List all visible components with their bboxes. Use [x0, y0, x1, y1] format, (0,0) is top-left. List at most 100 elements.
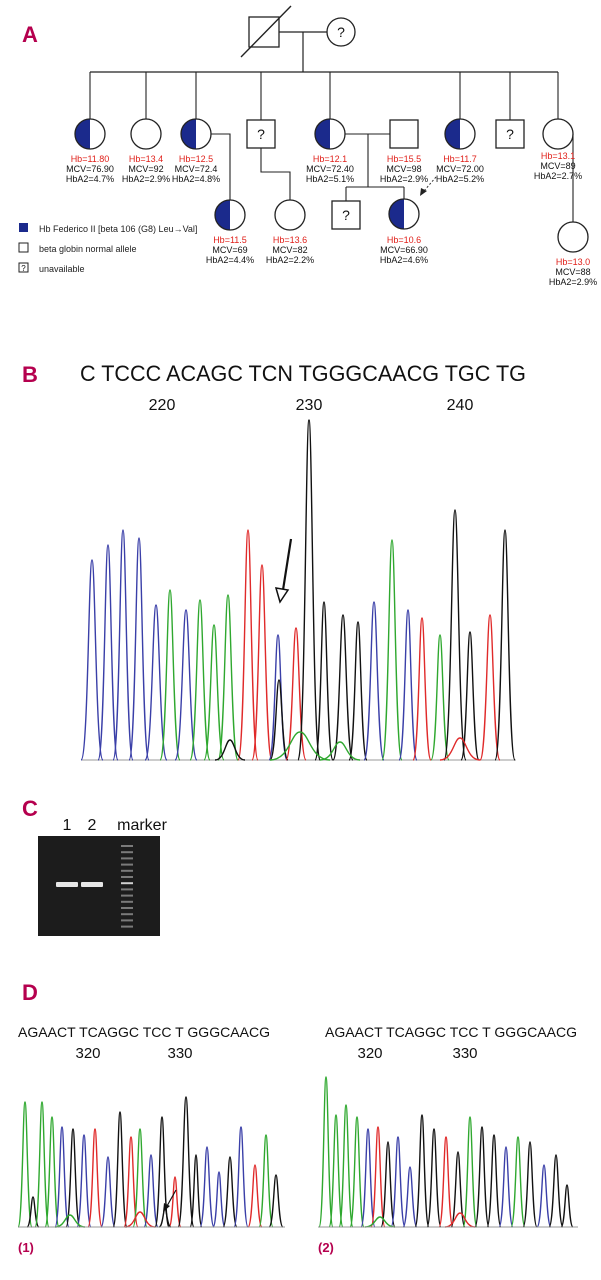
gel-band-lane-2 — [81, 882, 103, 887]
trace-peak — [412, 617, 432, 761]
trace-peak — [450, 1151, 466, 1228]
proband-arrow — [420, 176, 437, 196]
position-220: 220 — [149, 397, 176, 414]
trace-peak — [177, 1096, 195, 1228]
ladder-band — [121, 876, 133, 878]
d1-arrow — [163, 1189, 177, 1212]
mutation-arrow — [274, 538, 293, 604]
trace-peak — [536, 1164, 552, 1228]
trace-peak — [560, 1184, 574, 1228]
hematology-labels: Hb=11.80MCV=76.90HbA2=4.7%Hb=13.4MCV=92H… — [66, 151, 597, 287]
ladder-band — [121, 851, 133, 854]
trace-peak — [168, 1176, 182, 1228]
trace-peak — [143, 1154, 159, 1228]
ladder-band — [121, 882, 133, 885]
trace-peak — [124, 1211, 156, 1228]
individual-hba2-label: HbA2=4.4% — [206, 255, 254, 265]
ladder-band — [121, 863, 133, 866]
trace-peak — [128, 537, 150, 761]
trace-peak — [237, 529, 259, 761]
trace-peak — [189, 1154, 203, 1228]
trace-peak — [414, 1114, 430, 1228]
ladder-band — [121, 894, 133, 897]
unknown-symbol: ? — [257, 126, 265, 142]
individual-hb-label: Hb=10.6 — [387, 235, 421, 245]
individual-mcv-label: MCV=72.40 — [306, 164, 354, 174]
trace-peak — [332, 614, 354, 761]
trace-peak — [510, 1136, 526, 1228]
trace-peak — [548, 1154, 564, 1228]
founder-father — [248, 16, 280, 48]
trace-peak — [479, 614, 501, 761]
sequence-b: C TCCC ACAGC TCN TGGGCAACG TGC TG — [80, 361, 526, 386]
legend-open-swatch — [18, 242, 29, 253]
sequence-d1: AGAACT TCAGGC TCC T GGGCAACG — [18, 1024, 270, 1040]
individual-iii-1 — [214, 199, 246, 231]
trace-peak — [390, 1136, 406, 1228]
trace-peak — [438, 1136, 454, 1228]
lane-marker-label: marker — [117, 817, 167, 834]
trace-peak — [174, 609, 198, 761]
trace-d2-peaks — [318, 1076, 574, 1228]
panel-a-letter: A — [22, 22, 38, 47]
individual-hba2-label: HbA2=2.9% — [122, 174, 170, 184]
panel-b-letter: B — [22, 362, 38, 387]
trace-peak — [360, 1128, 376, 1228]
trace-peak — [443, 509, 467, 761]
individual-ii-spouse — [389, 119, 419, 149]
trace-peak — [247, 1164, 263, 1228]
trace-peak — [462, 1116, 478, 1228]
trace-peak — [44, 1116, 60, 1228]
individual-mcv-label: MCV=82 — [272, 245, 307, 255]
panel-d-letter: D — [22, 980, 38, 1005]
trace-peak — [76, 1134, 92, 1228]
trace-peak — [297, 419, 321, 761]
position-230: 230 — [296, 397, 323, 414]
legend-unknown-swatch — [18, 262, 29, 273]
trace-peak — [159, 589, 181, 761]
individual-hba2-label: HbA2=2.9% — [380, 174, 428, 184]
ladder-band — [121, 857, 133, 860]
deceased-slash — [240, 5, 292, 58]
trace-peak — [233, 1126, 249, 1228]
individual-hb-label: Hb=11.5 — [213, 235, 247, 245]
trace-peak — [338, 1104, 354, 1228]
position-d2-330: 330 — [452, 1045, 477, 1062]
individual-mcv-label: MCV=88 — [555, 267, 590, 277]
individual-hba2-label: HbA2=2.9% — [549, 277, 597, 287]
trace-peak — [87, 1128, 103, 1228]
trace-peak — [222, 1156, 238, 1228]
trace-peak — [494, 529, 516, 761]
founder-mother-symbol: ? — [337, 24, 345, 40]
pedigree-chart: ? ? — [18, 5, 597, 287]
individual-hba2-label: HbA2=2.2% — [266, 255, 314, 265]
trace-peak — [328, 1114, 344, 1228]
position-240: 240 — [447, 397, 474, 414]
sequence-d2: AGAACT TCAGGC TCC T GGGCAACG — [325, 1024, 577, 1040]
trace-peak — [402, 1166, 418, 1228]
panel-d-electropherograms: AGAACT TCAGGC TCC T GGGCAACG 320 330 AGA… — [17, 1024, 578, 1255]
trace-peak — [426, 1128, 442, 1228]
ladder-band — [121, 900, 133, 903]
trace-peak — [217, 594, 239, 761]
trace-peak — [348, 621, 368, 761]
trace-b-peaks — [80, 419, 516, 761]
individual-mcv-label: MCV=92 — [128, 164, 163, 174]
trace-peak — [212, 1171, 226, 1228]
individual-hba2-label: HbA2=4.7% — [66, 174, 114, 184]
individual-hb-label: Hb=12.1 — [313, 154, 347, 164]
position-d2-320: 320 — [357, 1045, 382, 1062]
panel-b-electropherogram: C TCCC ACAGC TCN TGGGCAACG TGC TG 220 23… — [80, 361, 526, 761]
individual-hb-label: Hb=13.4 — [129, 154, 163, 164]
trace-peak — [17, 1101, 33, 1228]
trace-peak — [100, 1156, 116, 1228]
individual-ii-3 — [180, 118, 212, 150]
individual-hb-label: Hb=12.5 — [179, 154, 213, 164]
individual-iii-2 — [274, 199, 306, 231]
ladder-band — [121, 913, 133, 916]
trace-peak — [474, 1126, 490, 1228]
lane-2-label: 2 — [88, 817, 97, 834]
trace-peak — [251, 564, 273, 761]
trace-d2-label: (2) — [318, 1240, 334, 1255]
